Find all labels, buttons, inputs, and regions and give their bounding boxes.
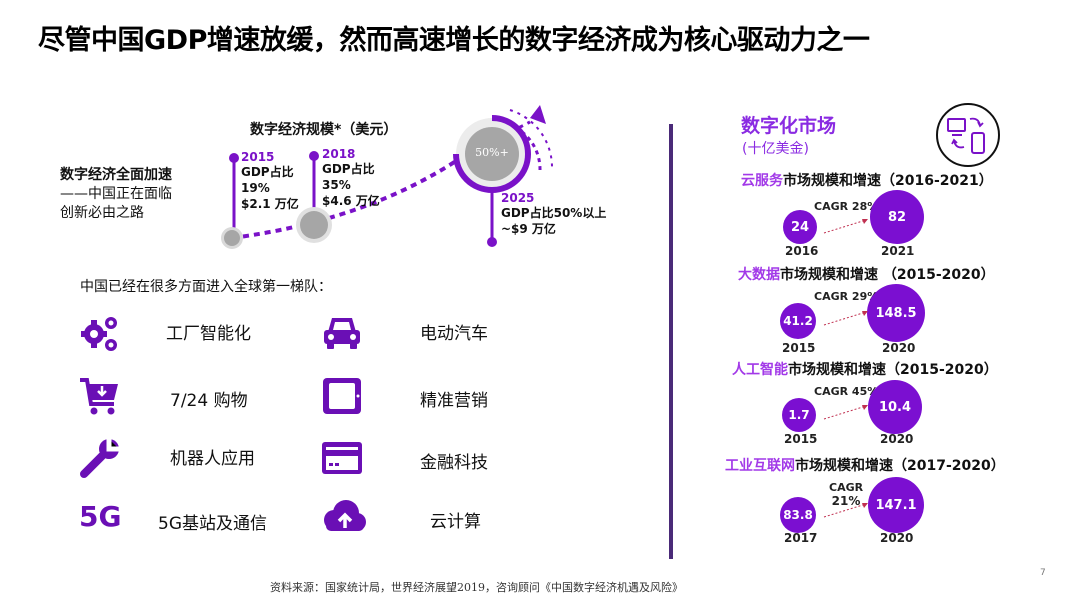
page-title: 尽管中国GDP增速放缓，然而高速增长的数字经济成为核心驱动力之一 bbox=[38, 25, 870, 56]
start-year: 2015 bbox=[782, 341, 816, 355]
point-line: GDP占比 bbox=[322, 162, 375, 176]
headline-block: 数字经济全面加速 ——中国正在面临 创新必由之路 bbox=[60, 166, 172, 223]
point-year: 2025 bbox=[501, 191, 535, 205]
dotted-growth-line bbox=[231, 153, 467, 240]
market-highlight: 人工智能 bbox=[732, 362, 788, 378]
market-highlight: 大数据 bbox=[738, 267, 780, 283]
end-year: 2020 bbox=[882, 341, 916, 355]
market-title: 工业互联网市场规模和增速（2017-2020） bbox=[725, 455, 1005, 475]
point-line: 19% bbox=[241, 181, 270, 195]
wrench-icon bbox=[78, 436, 122, 480]
growth-arrow bbox=[823, 503, 868, 518]
gears-icon bbox=[78, 310, 122, 354]
point-line: 35% bbox=[322, 178, 351, 192]
market-title-rest: 市场规模和增速 （2015-2020） bbox=[780, 267, 995, 283]
point-year: 2018 bbox=[322, 147, 356, 161]
feature-label: 工厂智能化 bbox=[166, 324, 251, 344]
feature-label: 机器人应用 bbox=[170, 449, 255, 469]
page-number: 7 bbox=[1040, 568, 1046, 578]
growth-arrow bbox=[823, 311, 868, 326]
tablet-icon bbox=[320, 374, 364, 418]
point-line: GDP占比 bbox=[241, 165, 294, 179]
growth-arrow bbox=[823, 405, 868, 420]
growth-arrow-head bbox=[530, 105, 546, 124]
point-line: ~$9 万亿 bbox=[501, 222, 556, 236]
car-icon bbox=[320, 310, 364, 354]
market-title-rest: 市场规模和增速（2017-2020） bbox=[795, 458, 1005, 474]
point-label-2015: 2015 GDP占比 19% $2.1 万亿 bbox=[241, 150, 299, 212]
headline-line3: 创新必由之路 bbox=[60, 205, 144, 221]
growth-arrow bbox=[823, 219, 868, 234]
start-value-circle: 24 bbox=[783, 210, 817, 244]
source-footnote: 资料来源：国家统计局，世界经济展望2019，咨询顾问《中国数字经济机遇及风险》 bbox=[270, 581, 683, 594]
market-highlight: 云服务 bbox=[741, 173, 783, 189]
devices-icon bbox=[936, 103, 1000, 167]
end-year: 2020 bbox=[880, 531, 914, 545]
feature-label: 云计算 bbox=[430, 512, 481, 532]
5g-icon: 5G bbox=[79, 500, 122, 533]
point-label-2018: 2018 GDP占比 35% $4.6 万亿 bbox=[322, 147, 380, 209]
start-year: 2016 bbox=[785, 244, 819, 258]
start-value-circle: 1.7 bbox=[782, 398, 816, 432]
cagr-line: CAGR bbox=[829, 481, 864, 494]
end-value-circle: 10.4 bbox=[868, 380, 922, 434]
scale-title: 数字经济规模*（美元） bbox=[250, 122, 398, 138]
start-value-circle: 41.2 bbox=[780, 303, 816, 339]
feature-label: 7/24 购物 bbox=[170, 391, 248, 411]
badge-label: 50%+ bbox=[475, 146, 509, 159]
headline-line2: ——中国正在面临 bbox=[60, 186, 172, 202]
point-year: 2015 bbox=[241, 150, 275, 164]
feature-label: 电动汽车 bbox=[420, 324, 488, 344]
badge-circle bbox=[465, 127, 519, 181]
cagr-label: CAGR 28% bbox=[814, 200, 879, 213]
cagr-label: CAGR 45% bbox=[814, 385, 879, 398]
market-title: 人工智能市场规模和增速（2015-2020） bbox=[732, 359, 998, 379]
start-year: 2015 bbox=[784, 432, 818, 446]
credit-card-icon bbox=[320, 436, 364, 480]
end-year: 2020 bbox=[880, 432, 914, 446]
point-line: $2.1 万亿 bbox=[241, 197, 299, 211]
cloud-upload-icon bbox=[318, 496, 368, 540]
vertical-divider bbox=[669, 124, 673, 559]
end-value-circle: 147.1 bbox=[868, 477, 924, 533]
end-value-circle: 148.5 bbox=[867, 284, 925, 342]
market-title-rest: 市场规模和增速（2016-2021） bbox=[783, 173, 993, 189]
cagr-label: CAGR 21% bbox=[829, 481, 863, 508]
features-intro: 中国已经在很多方面进入全球第一梯队： bbox=[80, 279, 332, 295]
cagr-line: 21% bbox=[831, 494, 861, 508]
start-value-circle: 83.8 bbox=[780, 497, 816, 533]
point-label-2025: 2025 GDP占比50%以上 ~$9 万亿 bbox=[501, 191, 606, 237]
market-highlight: 工业互联网 bbox=[725, 458, 795, 474]
shopping-cart-icon bbox=[78, 374, 122, 418]
feature-label: 金融科技 bbox=[420, 453, 488, 473]
cagr-label: CAGR 29% bbox=[814, 290, 879, 303]
feature-label: 5G基站及通信 bbox=[158, 514, 267, 534]
end-year: 2021 bbox=[881, 244, 915, 258]
market-title-rest: 市场规模和增速（2015-2020） bbox=[788, 362, 998, 378]
market-title: 大数据市场规模和增速 （2015-2020） bbox=[738, 264, 995, 284]
point-2018 bbox=[300, 211, 328, 239]
point-line: GDP占比50%以上 bbox=[501, 206, 607, 220]
growth-curve-graphic bbox=[221, 105, 554, 249]
market-unit: (十亿美金) bbox=[742, 141, 809, 157]
feature-label: 精准营销 bbox=[420, 391, 488, 411]
market-panel-title: 数字化市场 bbox=[741, 115, 837, 137]
point-2015 bbox=[224, 230, 240, 246]
end-value-circle: 82 bbox=[870, 190, 924, 244]
market-title: 云服务市场规模和增速（2016-2021） bbox=[741, 170, 993, 190]
point-line: $4.6 万亿 bbox=[322, 194, 380, 208]
start-year: 2017 bbox=[784, 531, 818, 545]
headline-line1: 数字经济全面加速 bbox=[60, 167, 172, 183]
